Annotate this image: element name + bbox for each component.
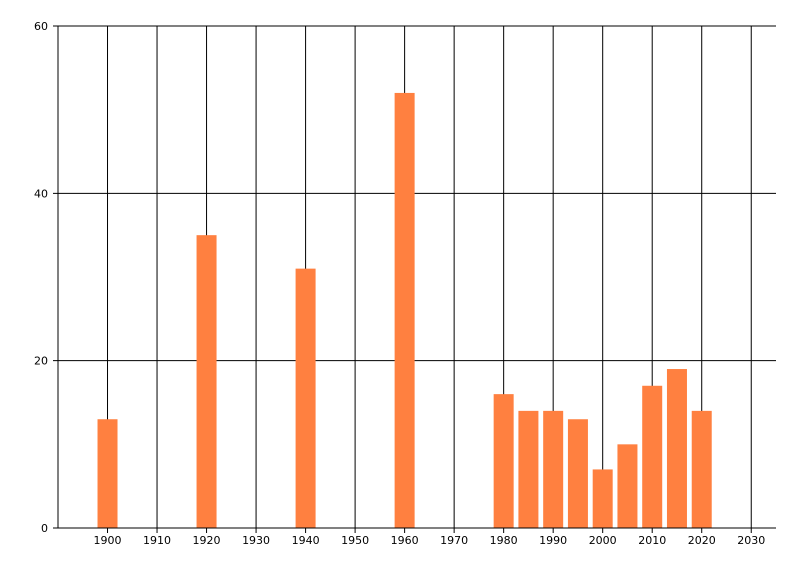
x-tick-label: 1920 xyxy=(193,534,221,547)
x-tick-label: 1970 xyxy=(440,534,468,547)
x-tick-label: 2000 xyxy=(589,534,617,547)
x-tick-label: 1950 xyxy=(341,534,369,547)
bar xyxy=(97,419,118,528)
bar xyxy=(666,369,687,528)
axes xyxy=(57,26,776,529)
y-tick-label: 0 xyxy=(41,522,48,535)
bar xyxy=(394,92,415,528)
bar xyxy=(543,410,564,528)
x-tick-label: 1940 xyxy=(292,534,320,547)
tick-labels: 1900 1910 1920 1930 1940 1950 1960 1970 1980 1990… xyxy=(34,20,765,547)
bar xyxy=(592,469,613,528)
bar xyxy=(295,268,316,528)
bar xyxy=(196,235,217,528)
y-tick-label: 60 xyxy=(34,20,48,33)
x-tick-label: 2020 xyxy=(688,534,716,547)
bar xyxy=(642,385,663,528)
x-tick-label: 1960 xyxy=(391,534,419,547)
x-tick-label: 1900 xyxy=(94,534,122,547)
x-tick-label: 2010 xyxy=(638,534,666,547)
x-tick-label: 1930 xyxy=(242,534,270,547)
x-tick-label: 1910 xyxy=(143,534,171,547)
bar xyxy=(518,410,539,528)
bar xyxy=(691,410,712,528)
y-tick-label: 20 xyxy=(34,355,48,368)
x-tick-label: 1980 xyxy=(490,534,518,547)
y-tick-label: 40 xyxy=(34,187,48,200)
bar xyxy=(493,394,514,528)
bar xyxy=(617,444,638,528)
bar xyxy=(567,419,588,528)
bar-series xyxy=(97,92,712,528)
x-tick-label: 2030 xyxy=(737,534,765,547)
x-tick-label: 1990 xyxy=(539,534,567,547)
